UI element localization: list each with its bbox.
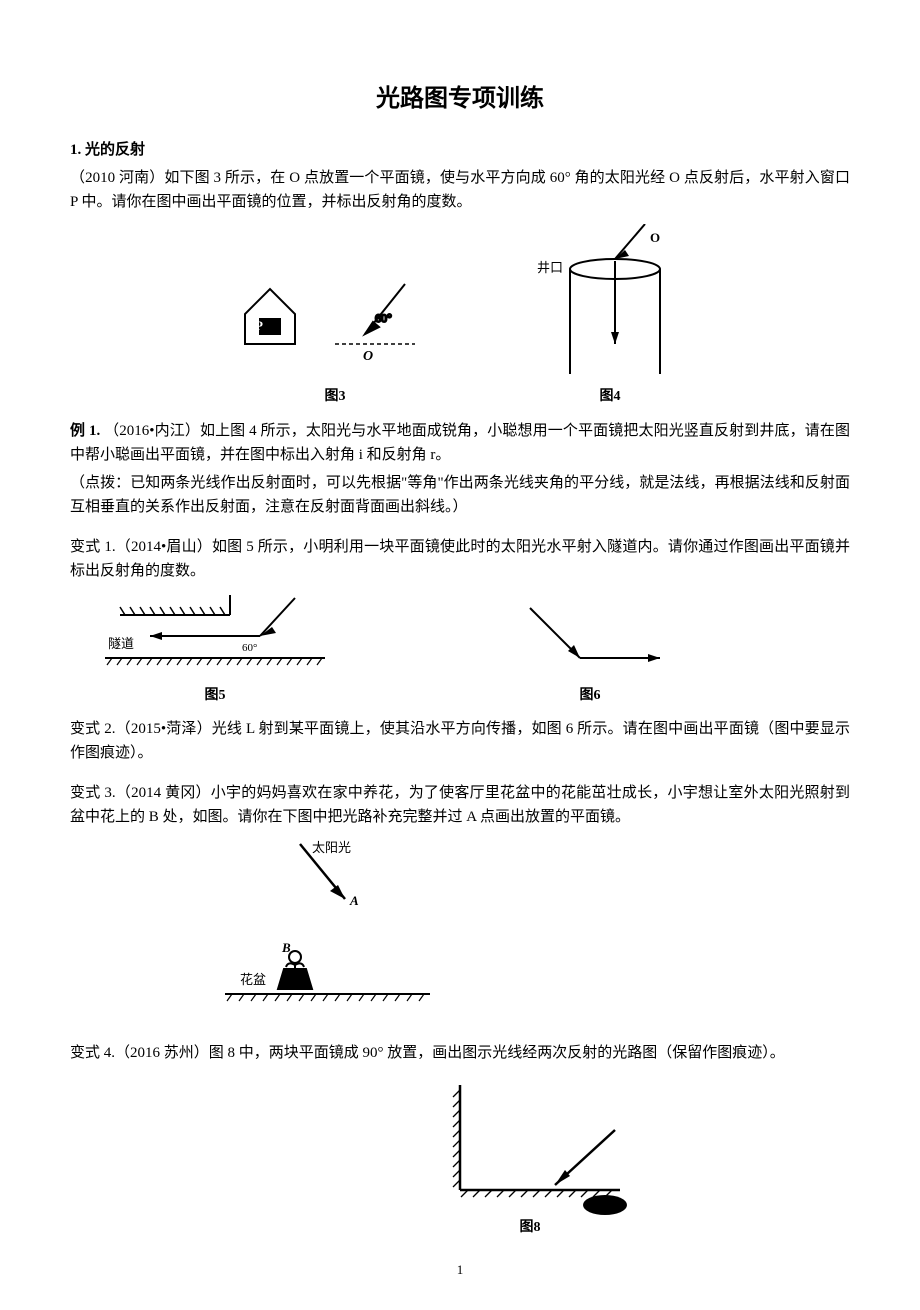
fig4-well-label: 井口 <box>537 260 563 275</box>
fig4-o: O <box>650 230 660 245</box>
figure-3: P 60° O 图3 <box>235 274 435 408</box>
fig8-label: 图8 <box>420 1217 640 1239</box>
fig7-b: B <box>281 940 291 955</box>
fig3-p-label: P <box>255 318 263 333</box>
page-number: 1 <box>70 1260 850 1281</box>
fig6-label: 图6 <box>510 685 670 707</box>
figure-8: 图8 <box>420 1075 640 1239</box>
figure-6: 图6 <box>510 603 670 707</box>
figure-4: O 井口 图4 <box>535 224 685 408</box>
fig3-o-label: O <box>363 349 373 364</box>
example-1: 例 1. （2016•内江）如上图 4 所示，太阳光与水平地面成锐角，小聪想用一… <box>70 419 850 467</box>
variant-3: 变式 3.（2014 黄冈）小宇的妈妈喜欢在家中养花，为了使客厅里花盆中的花能茁… <box>70 781 850 829</box>
fig5-angle: 60° <box>242 642 257 654</box>
fig4-label: 图4 <box>535 386 685 408</box>
fig3-angle: 60° <box>375 311 392 325</box>
fig5-label: 图5 <box>100 685 330 707</box>
figure-row-8: 图8 <box>70 1075 850 1239</box>
fig7-a: A <box>349 893 359 908</box>
figure-row-7: 太阳光 A B 花盆 <box>70 839 850 1019</box>
variant-1: 变式 1.（2014•眉山）如图 5 所示，小明利用一块平面镜使此时的太阳光水平… <box>70 535 850 583</box>
page-title: 光路图专项训练 <box>70 80 850 118</box>
fig7-pot: 花盆 <box>240 972 266 987</box>
fig5-tunnel: 隧道 <box>108 636 134 651</box>
fig3-label: 图3 <box>235 386 435 408</box>
example-1-hint: （点拨：已知两条光线作出反射面时，可以先根据"等角"作出两条光线夹角的平分线，就… <box>70 471 850 519</box>
variant-2: 变式 2.（2015•菏泽）光线 L 射到某平面镜上，使其沿水平方向传播，如图 … <box>70 717 850 765</box>
figure-row-3-4: P 60° O 图3 O 井口 图4 <box>70 224 850 408</box>
figure-5: 隧道 60° 图5 <box>100 593 330 707</box>
fig7-sun: 太阳光 <box>312 840 351 855</box>
section-heading: 1. 光的反射 <box>70 138 850 162</box>
example-1-body: （2016•内江）如上图 4 所示，太阳光与水平地面成锐角，小聪想用一个平面镜把… <box>70 423 850 463</box>
figure-row-5-6: 隧道 60° 图5 图6 <box>70 593 850 707</box>
figure-7: 太阳光 A B 花盆 <box>220 839 440 1019</box>
variant-4: 变式 4.（2016 苏州）图 8 中，两块平面镜成 90° 放置，画出图示光线… <box>70 1041 850 1065</box>
problem-2010-henan: （2010 河南）如下图 3 所示，在 O 点放置一个平面镜，使与水平方向成 6… <box>70 166 850 214</box>
example-1-lead: 例 1. <box>70 423 100 439</box>
